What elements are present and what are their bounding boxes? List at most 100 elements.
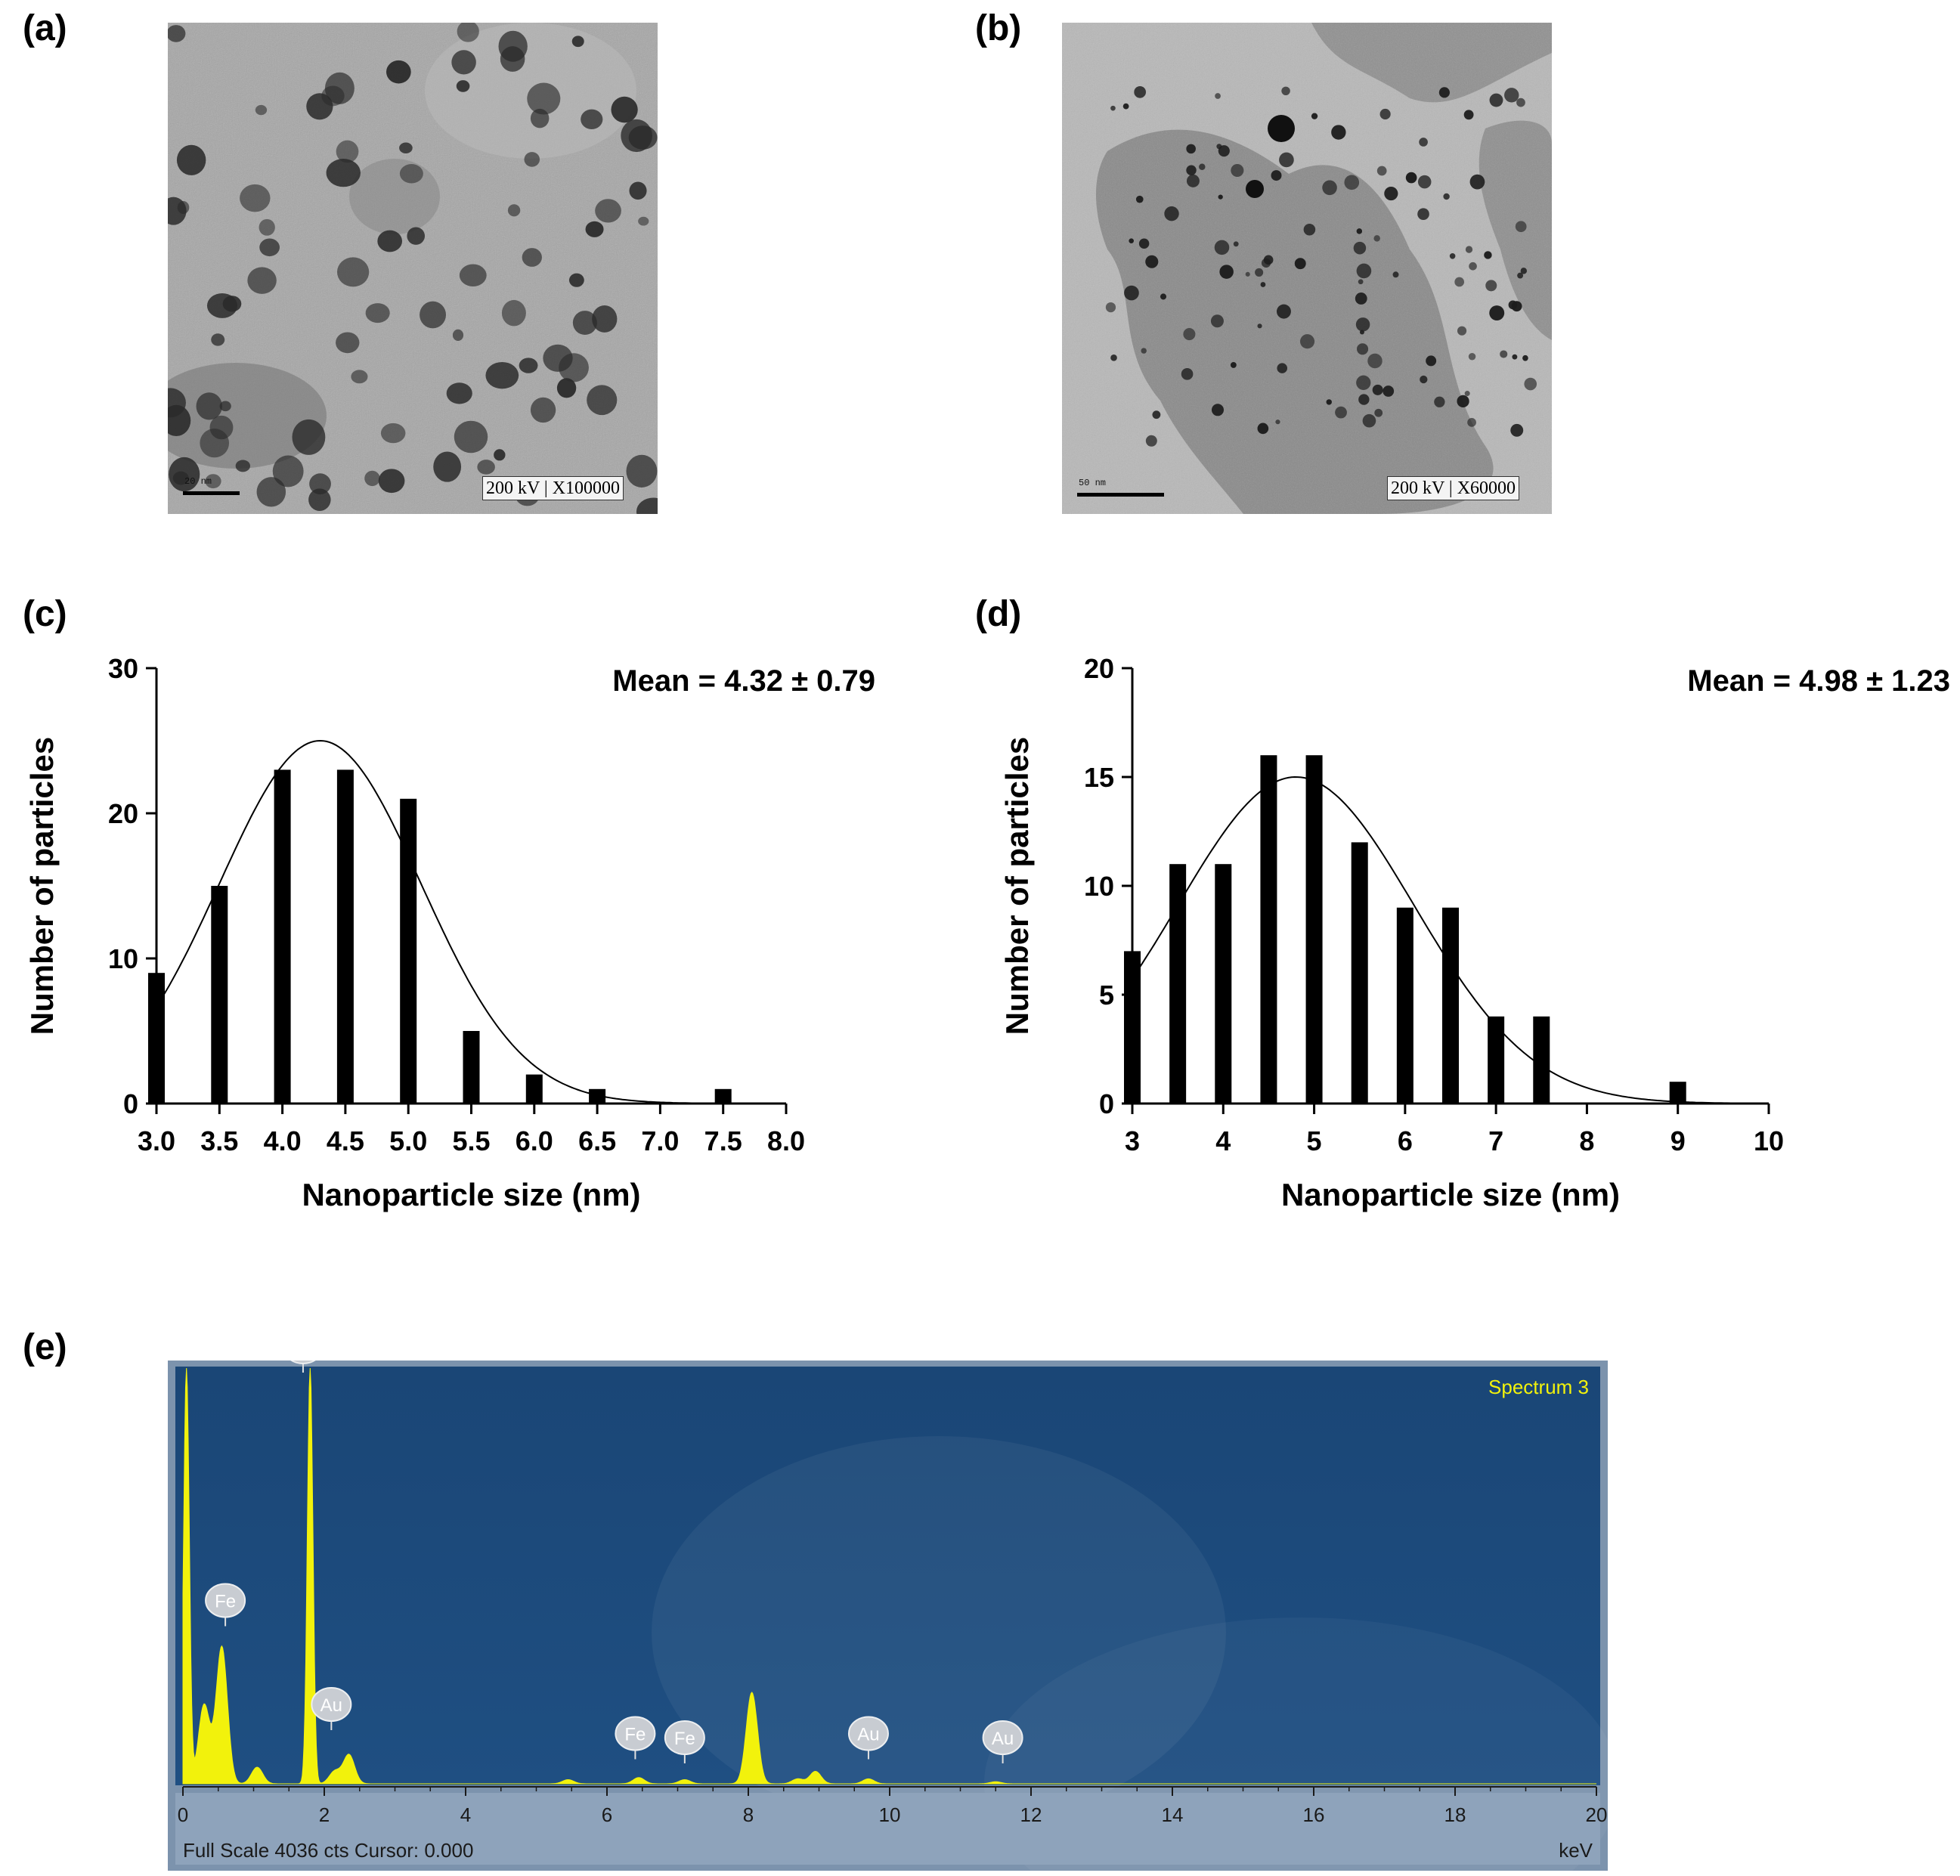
edx-label-badge bbox=[205, 1583, 246, 1618]
edx-label-badge bbox=[311, 1687, 352, 1722]
edx-title: Spectrum 3 bbox=[1488, 1376, 1589, 1398]
hist-c-x-label: Nanoparticle size (nm) bbox=[302, 1177, 640, 1212]
hist-d-x-tick-label: 5 bbox=[1307, 1125, 1322, 1156]
edx-element-label: Au bbox=[992, 1729, 1014, 1749]
hist-c-x-tick-label: 5.5 bbox=[452, 1125, 490, 1156]
hist-d-y-tick-label: 5 bbox=[1099, 980, 1114, 1011]
edx-label-badge bbox=[290, 1361, 316, 1364]
hist-c-y-tick-label: 30 bbox=[108, 653, 138, 684]
hist-c-x-tick-label: 8.0 bbox=[767, 1125, 805, 1156]
hist-d-y-label: Number of particles bbox=[999, 737, 1035, 1035]
edx-label-badge bbox=[615, 1716, 656, 1751]
edx-x-tick-label: 10 bbox=[879, 1803, 901, 1826]
hist-c-bar bbox=[463, 1031, 480, 1104]
hist-c-bar bbox=[336, 769, 354, 1104]
edx-element-label: Au bbox=[320, 1695, 342, 1716]
hist-c-x-tick-label: 7.5 bbox=[704, 1125, 742, 1156]
edx-axis-strip bbox=[175, 1793, 1600, 1865]
edx-footer: Full Scale 4036 cts Cursor: 0.000 bbox=[183, 1839, 473, 1862]
hist-c-bar bbox=[400, 798, 417, 1104]
histogram-d: 3 4 5 6 7 8 9 10 0 5 10 15 20 Nanoparticle size (nm) N… bbox=[999, 653, 1950, 1212]
edx-element-label: Fe bbox=[674, 1729, 695, 1749]
edx-spectrum: AuFeAuFeFeAuAu02468101214161820Spectrum … bbox=[168, 1361, 1608, 1871]
edx-x-tick-label: 2 bbox=[319, 1803, 330, 1826]
tem-caption-a-kv: 200 kV bbox=[486, 478, 540, 498]
hist-c-y-label: Number of particles bbox=[24, 737, 60, 1035]
hist-d-x-tick-label: 6 bbox=[1398, 1125, 1413, 1156]
tem-image-a: 200 kV | X100000 20 nm bbox=[168, 23, 658, 514]
hist-d-bar bbox=[1442, 907, 1459, 1104]
edx-element-label: Au bbox=[857, 1725, 879, 1745]
hist-c-bar bbox=[714, 1088, 732, 1104]
edx-x-tick-label: 16 bbox=[1303, 1803, 1325, 1826]
edx-x-tick-label: 20 bbox=[1586, 1803, 1608, 1826]
hist-c-x-tick-label: 5.0 bbox=[389, 1125, 427, 1156]
histogram-c: 3.0 3.5 4.0 4.5 5.0 5.5 6.0 6.5 7.0 7.5 8.0 0 10 20 30… bbox=[24, 653, 875, 1212]
hist-c-bar bbox=[525, 1074, 543, 1104]
hist-d-bar bbox=[1169, 864, 1187, 1104]
hist-c-mean-annotation: Mean = 4.32 ± 0.79 bbox=[612, 664, 875, 698]
tem-image-b-graphic bbox=[1062, 23, 1552, 514]
panel-label-b: (b) bbox=[975, 8, 1022, 48]
hist-d-bar bbox=[1488, 1016, 1505, 1104]
nanoparticles-b bbox=[1105, 85, 1537, 447]
hist-c-x-tick-label: 3.5 bbox=[200, 1125, 238, 1156]
hist-d-mean-annotation: Mean = 4.98 ± 1.23 bbox=[1687, 664, 1950, 698]
edx-label-badge bbox=[664, 1720, 705, 1755]
edx-spectrum-area bbox=[182, 1367, 1596, 1785]
hist-d-y-tick-label: 0 bbox=[1099, 1088, 1114, 1119]
tem-caption-a-mag: X100000 bbox=[552, 478, 621, 498]
hist-d-bar bbox=[1260, 755, 1277, 1104]
hist-d-bar bbox=[1669, 1082, 1686, 1104]
hist-d-y-tick-label: 10 bbox=[1084, 871, 1114, 902]
hist-c-y-tick-label: 20 bbox=[108, 798, 138, 829]
edx-x-tick-label: 12 bbox=[1020, 1803, 1042, 1826]
panel-label-d: (d) bbox=[975, 594, 1022, 634]
edx-x-tick-label: 8 bbox=[743, 1803, 754, 1826]
scale-bar-label-b: 50 nm bbox=[1079, 478, 1107, 488]
tem-image-b: 200 kV | X60000 50 nm bbox=[1062, 23, 1552, 514]
hist-d-bar bbox=[1351, 842, 1368, 1104]
hist-d-bar bbox=[1215, 864, 1232, 1104]
hist-c-x-tick-label: 7.0 bbox=[641, 1125, 679, 1156]
edx-x-tick-label: 4 bbox=[460, 1803, 471, 1826]
hist-c-x-tick-label: 6.5 bbox=[578, 1125, 616, 1156]
hist-c-x-tick-label: 4.0 bbox=[264, 1125, 302, 1156]
panel-label-e: (e) bbox=[23, 1327, 67, 1367]
tem-caption-b-kv: 200 kV bbox=[1391, 478, 1444, 498]
tem-image-a-graphic bbox=[168, 23, 658, 514]
hist-d-bar bbox=[1396, 907, 1413, 1104]
scale-bar-label-a: 20 nm bbox=[184, 476, 212, 487]
hist-d-bar bbox=[1533, 1016, 1550, 1104]
hist-d-bar bbox=[1305, 755, 1323, 1104]
edx-label-badge bbox=[982, 1720, 1023, 1755]
hist-d-x-tick-label: 8 bbox=[1579, 1125, 1594, 1156]
edx-plot-area bbox=[175, 1367, 1600, 1785]
hist-c-bar bbox=[274, 769, 291, 1104]
nanoparticles-a bbox=[168, 23, 658, 514]
hist-c-x-tick-label: 4.5 bbox=[327, 1125, 364, 1156]
hist-c-x-tick-label: 6.0 bbox=[516, 1125, 553, 1156]
edx-x-tick-label: 6 bbox=[602, 1803, 612, 1826]
hist-d-x-tick-label: 3 bbox=[1125, 1125, 1140, 1156]
edx-x-tick-label: 14 bbox=[1162, 1803, 1184, 1826]
hist-c-y-tick-label: 0 bbox=[123, 1088, 138, 1119]
hist-c-y-tick-label: 10 bbox=[108, 943, 138, 974]
hist-d-x-tick-label: 7 bbox=[1488, 1125, 1503, 1156]
hist-c-bar bbox=[589, 1088, 606, 1104]
tem-caption-b: 200 kV | X60000 bbox=[1387, 476, 1520, 500]
hist-c-fit-curve bbox=[156, 739, 786, 1104]
hist-d-x-tick-label: 9 bbox=[1670, 1125, 1686, 1156]
edx-x-label: keV bbox=[1559, 1839, 1593, 1862]
hist-d-x-tick-label: 4 bbox=[1215, 1125, 1231, 1156]
hist-c-bar bbox=[211, 886, 228, 1104]
hist-c-x-tick-label: 3.0 bbox=[138, 1125, 175, 1156]
panel-label-a: (a) bbox=[23, 8, 67, 48]
hist-d-x-label: Nanoparticle size (nm) bbox=[1281, 1177, 1620, 1212]
edx-element-label: Fe bbox=[215, 1592, 236, 1612]
hist-d-x-tick-label: 10 bbox=[1754, 1125, 1784, 1156]
tem-caption-b-mag: X60000 bbox=[1457, 478, 1516, 498]
edx-x-tick-label: 0 bbox=[178, 1803, 188, 1826]
edx-label-badge bbox=[847, 1716, 889, 1751]
edx-x-tick-label: 18 bbox=[1444, 1803, 1466, 1826]
